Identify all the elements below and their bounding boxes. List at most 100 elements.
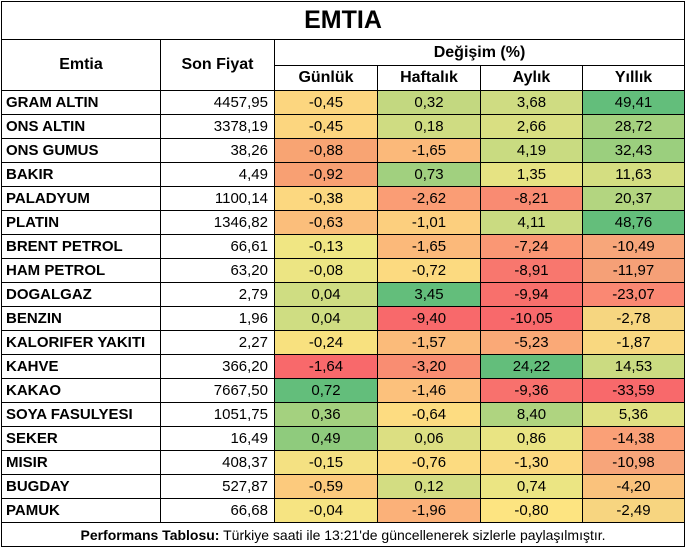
change-monthly: -0,80: [480, 498, 583, 523]
commodity-name: SEKER: [1, 426, 161, 451]
change-monthly: 24,22: [480, 354, 583, 379]
last-price: 63,20: [160, 258, 275, 283]
commodity-name: ONS ALTIN: [1, 114, 161, 139]
commodity-name: KAHVE: [1, 354, 161, 379]
commodity-name: HAM PETROL: [1, 258, 161, 283]
column-header-last-price: Son Fiyat: [160, 39, 275, 91]
table-row: BRENT PETROL 66,61 -0,13 -1,65 -7,24 -10,49: [1, 234, 685, 259]
last-price: 4,49: [160, 162, 275, 187]
last-price: 7667,50: [160, 378, 275, 403]
column-group-change: Değişim (%): [273, 39, 685, 66]
change-daily: -0,08: [274, 258, 378, 283]
change-yearly: -11,97: [581, 258, 685, 283]
commodity-name: PAMUK: [1, 498, 161, 523]
change-weekly: -1,01: [377, 210, 481, 235]
change-weekly: 0,32: [377, 90, 481, 115]
commodity-name: KAKAO: [1, 378, 161, 403]
table-row: KAKAO 7667,50 0,72 -1,46 -9,36 -33,59: [1, 378, 685, 403]
change-weekly: -0,64: [377, 402, 481, 427]
commodity-name: BRENT PETROL: [1, 234, 161, 259]
change-daily: -0,04: [274, 498, 378, 523]
change-monthly: 2,66: [480, 114, 583, 139]
change-yearly: -1,87: [581, 330, 685, 355]
table-row: GRAM ALTIN 4457,95 -0,45 0,32 3,68 49,41: [1, 90, 685, 115]
change-weekly: -1,96: [377, 498, 481, 523]
change-yearly: 20,37: [581, 186, 685, 211]
change-monthly: -9,36: [480, 378, 583, 403]
commodity-name: KALORIFER YAKITI: [1, 330, 161, 355]
change-daily: -1,64: [274, 354, 378, 379]
change-yearly: -14,38: [581, 426, 685, 451]
change-monthly: -1,30: [480, 450, 583, 475]
change-daily: -0,15: [274, 450, 378, 475]
footer-note: Performans Tablosu: Türkiye saati ile 13…: [0, 522, 685, 547]
change-daily: 0,49: [274, 426, 378, 451]
change-yearly: -10,98: [581, 450, 685, 475]
commodity-name: MISIR: [1, 450, 161, 475]
change-monthly: -5,23: [480, 330, 583, 355]
table-row: PAMUK 66,68 -0,04 -1,96 -0,80 -2,49: [1, 498, 685, 523]
change-daily: 0,04: [274, 282, 378, 307]
table-row: KAHVE 366,20 -1,64 -3,20 24,22 14,53: [1, 354, 685, 379]
last-price: 1,96: [160, 306, 275, 331]
change-monthly: 4,19: [480, 138, 583, 163]
change-weekly: -0,72: [377, 258, 481, 283]
change-weekly: -3,20: [377, 354, 481, 379]
change-monthly: 8,40: [480, 402, 583, 427]
change-daily: -0,63: [274, 210, 378, 235]
commodity-name: BAKIR: [1, 162, 161, 187]
change-yearly: 14,53: [581, 354, 685, 379]
table-row: BUGDAY 527,87 -0,59 0,12 0,74 -4,20: [1, 474, 685, 499]
table-row: ONS GUMUS 38,26 -0,88 -1,65 4,19 32,43: [1, 138, 685, 163]
commodity-name: ONS GUMUS: [1, 138, 161, 163]
change-daily: -0,24: [274, 330, 378, 355]
footer-label: Performans Tablosu:: [80, 526, 220, 543]
last-price: 1346,82: [160, 210, 275, 235]
change-monthly: 4,11: [480, 210, 583, 235]
change-weekly: -1,65: [377, 138, 481, 163]
change-monthly: -10,05: [480, 306, 583, 331]
change-yearly: -2,78: [581, 306, 685, 331]
change-yearly: -10,49: [581, 234, 685, 259]
change-monthly: -8,21: [480, 186, 583, 211]
change-yearly: -33,59: [581, 378, 685, 403]
last-price: 66,68: [160, 498, 275, 523]
change-daily: -0,88: [274, 138, 378, 163]
table-body: GRAM ALTIN 4457,95 -0,45 0,32 3,68 49,41 ONS A…: [1, 90, 685, 523]
table-row: HAM PETROL 63,20 -0,08 -0,72 -8,91 -11,97: [1, 258, 685, 283]
table-row: SEKER 16,49 0,49 0,06 0,86 -14,38: [1, 426, 685, 451]
commodity-name: PLATIN: [1, 210, 161, 235]
column-header-monthly: Aylık: [480, 65, 583, 91]
change-weekly: -1,57: [377, 330, 481, 355]
change-yearly: -4,20: [581, 474, 685, 499]
change-yearly: -2,49: [581, 498, 685, 523]
table-row: PLATIN 1346,82 -0,63 -1,01 4,11 48,76: [1, 210, 685, 235]
change-monthly: -8,91: [480, 258, 583, 283]
change-weekly: 0,18: [377, 114, 481, 139]
change-daily: -0,45: [274, 114, 378, 139]
column-header-commodity: Emtia: [1, 39, 161, 91]
change-yearly: 49,41: [581, 90, 685, 115]
last-price: 2,79: [160, 282, 275, 307]
table-row: MISIR 408,37 -0,15 -0,76 -1,30 -10,98: [1, 450, 685, 475]
change-weekly: 0,73: [377, 162, 481, 187]
change-weekly: -2,62: [377, 186, 481, 211]
table-row: ONS ALTIN 3378,19 -0,45 0,18 2,66 28,72: [1, 114, 685, 139]
last-price: 38,26: [160, 138, 275, 163]
change-daily: -0,45: [274, 90, 378, 115]
last-price: 66,61: [160, 234, 275, 259]
commodity-name: PALADYUM: [1, 186, 161, 211]
last-price: 408,37: [160, 450, 275, 475]
last-price: 3378,19: [160, 114, 275, 139]
table-row: PALADYUM 1100,14 -0,38 -2,62 -8,21 20,37: [1, 186, 685, 211]
column-header-yearly: Yıllık: [581, 65, 685, 91]
last-price: 16,49: [160, 426, 275, 451]
change-yearly: 11,63: [581, 162, 685, 187]
change-monthly: -7,24: [480, 234, 583, 259]
change-daily: -0,59: [274, 474, 378, 499]
column-header-weekly: Haftalık: [377, 65, 481, 91]
change-daily: -0,13: [274, 234, 378, 259]
change-monthly: 0,74: [480, 474, 583, 499]
last-price: 4457,95: [160, 90, 275, 115]
change-daily: 0,04: [274, 306, 378, 331]
